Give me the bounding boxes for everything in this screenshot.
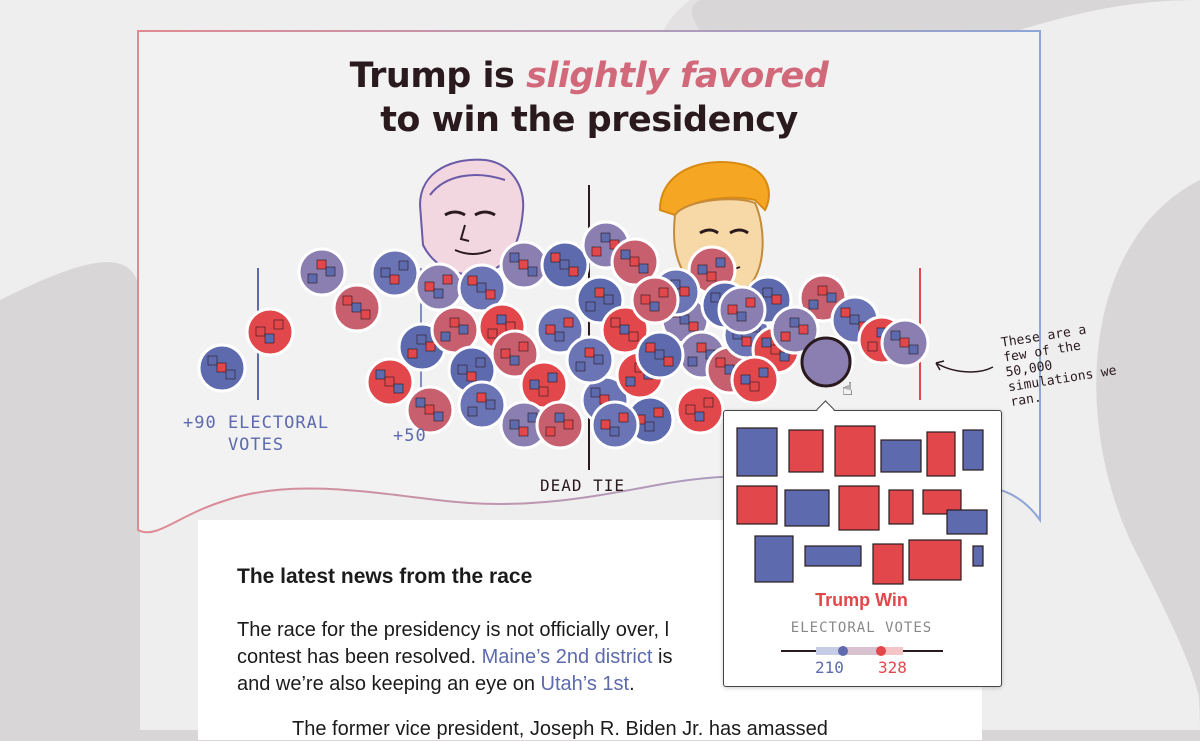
simulation-bubble[interactable] (635, 330, 685, 380)
state-utah (788, 429, 824, 473)
link-utah-1st[interactable]: Utah’s 1st (540, 673, 630, 695)
state-nevada (736, 427, 778, 477)
simulation-bubble[interactable] (405, 385, 455, 435)
tooltip-dem-votes: 210 (815, 658, 844, 677)
headline-emphasis: slightly favored (526, 56, 829, 96)
axis-label-dead-tie: DEAD TIE (540, 476, 626, 495)
state-new-mexico (754, 535, 794, 583)
simulation-bubble[interactable] (332, 283, 382, 333)
simulation-bubble[interactable] (365, 357, 415, 407)
state-maine (962, 429, 984, 471)
simulation-bubble[interactable] (770, 305, 820, 355)
axis-label-plus50: +50 (393, 426, 427, 446)
simulation-bubble[interactable] (590, 400, 640, 450)
state-iowa (880, 439, 922, 473)
simulation-bubble[interactable] (245, 307, 295, 357)
article-body: The race for the presidency is not offic… (237, 619, 673, 695)
state-colorado (784, 489, 830, 527)
simulation-bubble[interactable] (730, 355, 780, 405)
tooltip-rep-votes: 328 (878, 658, 907, 677)
electoral-votes-bar (781, 646, 943, 656)
headline: Trump is slightly favored to win the pre… (137, 54, 1041, 142)
link-maine-2nd[interactable]: Maine’s 2nd district (481, 646, 653, 668)
simulation-bubble[interactable] (675, 385, 725, 435)
state-kansas (838, 485, 880, 531)
state-minnesota (834, 425, 876, 477)
simulation-bubble[interactable] (457, 380, 507, 430)
simulation-bubble[interactable] (370, 248, 420, 298)
annotation-arrow-icon (935, 360, 994, 373)
simulation-bubble[interactable] (535, 305, 585, 355)
simulation-bubble[interactable] (880, 318, 930, 368)
simulation-bubble[interactable] (610, 237, 660, 287)
tooltip-electoral-label: ELECTORAL VOTES (790, 620, 933, 636)
axis-label-plus90: +90 ELECTORAL VOTES (183, 413, 330, 455)
pointer-hand-icon: ☝ (842, 379, 853, 399)
state-virginia (946, 509, 988, 535)
state-new-hampshire (972, 545, 984, 567)
state-michigan (926, 431, 956, 477)
article-title: The latest news from the race (237, 565, 533, 588)
simulation-bubble[interactable] (630, 275, 680, 325)
simulation-bubble[interactable] (600, 305, 650, 355)
state-wisconsin (736, 485, 778, 525)
state-georgia (872, 543, 904, 585)
tooltip-state-map (736, 425, 988, 585)
simulation-bubble[interactable] (197, 343, 247, 393)
state-florida (908, 539, 962, 581)
selected-simulation-bubble[interactable] (800, 336, 852, 388)
simulation-bubble[interactable] (535, 400, 585, 450)
simulation-bubble[interactable] (297, 247, 347, 297)
simulation-bubble[interactable] (457, 263, 507, 313)
simulation-bubble[interactable] (519, 360, 569, 410)
simulation-bubble[interactable] (717, 285, 767, 335)
simulation-bubble[interactable] (490, 329, 540, 379)
simulation-bubble[interactable] (414, 262, 464, 312)
dem-marker (838, 646, 848, 656)
tooltip-outcome: Trump Win (815, 590, 908, 610)
headline-line2: to win the presidency (380, 100, 798, 140)
simulation-bubble[interactable] (499, 240, 549, 290)
rep-marker (876, 646, 886, 656)
state-ohio (888, 489, 914, 525)
simulation-bubble[interactable] (540, 240, 590, 290)
simulation-bubble[interactable] (565, 335, 615, 385)
state-north-carolina (804, 545, 862, 567)
